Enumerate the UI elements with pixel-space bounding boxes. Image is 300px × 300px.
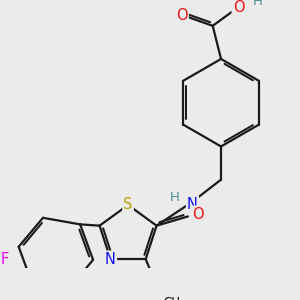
Text: CH₃: CH₃ [163, 296, 185, 300]
Text: O: O [176, 8, 188, 23]
Text: O: O [233, 0, 244, 15]
Text: H: H [253, 0, 263, 8]
Text: S: S [123, 197, 133, 212]
Text: N: N [187, 196, 198, 211]
Text: O: O [192, 207, 204, 222]
Text: N: N [105, 252, 116, 267]
Text: H: H [170, 190, 180, 204]
Text: F: F [1, 252, 9, 267]
